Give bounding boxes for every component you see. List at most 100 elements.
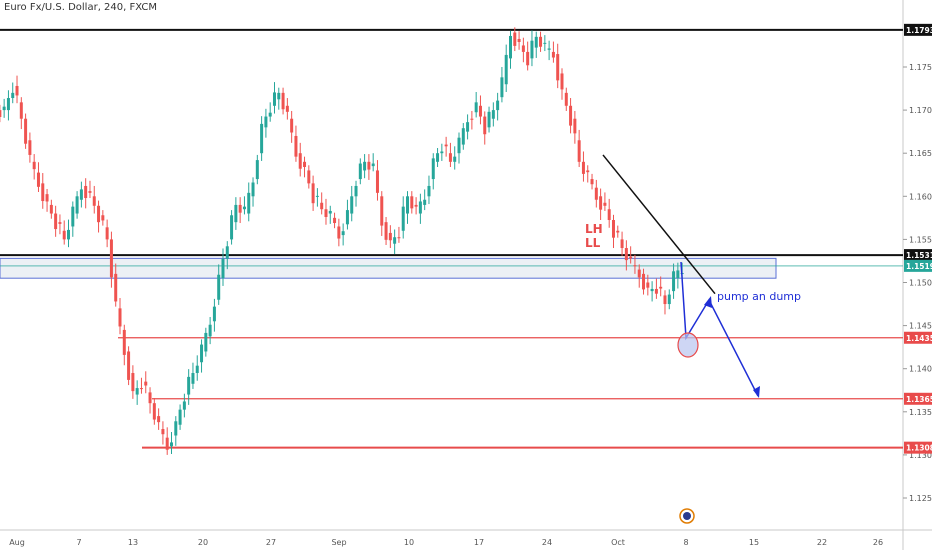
- candle-body: [470, 118, 474, 120]
- candle-body: [281, 92, 285, 110]
- y-tick-label: 1.17500: [909, 63, 932, 72]
- chart-title: Euro Fx/U.S. Dollar, 240, FXCM: [4, 2, 157, 13]
- annotation-ll: LL: [585, 236, 601, 250]
- candle-body: [461, 128, 465, 145]
- event-marker-inner: [683, 512, 691, 520]
- y-tick-label: 1.13000: [909, 451, 932, 460]
- candle-body: [277, 92, 281, 100]
- candle-body: [320, 202, 324, 210]
- candle-body: [401, 206, 405, 231]
- candle-body: [157, 416, 161, 423]
- candle-body: [659, 286, 663, 289]
- candle-body: [581, 161, 585, 174]
- level-price-label: 1.17931: [906, 26, 932, 35]
- candle-body: [367, 161, 371, 170]
- support-resistance-zone: [0, 257, 777, 279]
- candle-body: [105, 227, 109, 240]
- level-price-label: 1.15193: [906, 262, 932, 271]
- x-tick-label: 20: [198, 538, 208, 547]
- candle-body: [161, 429, 165, 435]
- candle-body: [311, 183, 315, 204]
- candle-body: [109, 239, 113, 278]
- candle-body: [200, 344, 204, 363]
- candle-body: [247, 192, 251, 214]
- trendline: [602, 154, 716, 295]
- candle-body: [79, 189, 83, 200]
- candle-body: [388, 232, 392, 241]
- candle-body: [221, 258, 225, 279]
- candle-body: [646, 282, 650, 288]
- x-tick-label: 26: [873, 538, 883, 547]
- candle-body: [577, 140, 581, 162]
- candle-body: [71, 206, 75, 227]
- candle-body: [551, 51, 555, 58]
- candle-body: [504, 54, 508, 85]
- candle-body: [251, 182, 255, 197]
- candle-body: [67, 229, 71, 240]
- x-tick-label: 24: [542, 538, 552, 547]
- y-tick-label: 1.12500: [909, 494, 932, 503]
- candle-body: [453, 156, 457, 162]
- candle-body: [92, 196, 96, 206]
- candle-body: [230, 215, 234, 240]
- candle-body: [590, 179, 594, 185]
- level-price-tag: [904, 259, 932, 272]
- candle-body: [474, 102, 478, 113]
- candle-body: [375, 170, 379, 193]
- x-tick-label: 10: [404, 538, 414, 547]
- candle-body: [650, 288, 654, 292]
- x-tick-label: 27: [266, 538, 276, 547]
- candle-body: [599, 196, 603, 210]
- candle-body: [642, 273, 646, 290]
- candle-body: [307, 170, 311, 184]
- candle-body: [547, 48, 551, 50]
- candle-body: [187, 376, 191, 395]
- candle-body: [272, 92, 276, 106]
- candle-body: [49, 204, 53, 214]
- candle-body: [217, 274, 221, 300]
- candle-body: [88, 191, 92, 193]
- candle-body: [406, 196, 410, 214]
- candle-body: [423, 199, 427, 205]
- candle-body: [534, 36, 538, 48]
- level-price-label: 1.13084: [906, 444, 932, 453]
- candle-body: [586, 170, 590, 173]
- candle-body: [444, 144, 448, 147]
- candle-body: [530, 40, 534, 59]
- candle-body: [122, 329, 126, 355]
- candle-body: [285, 105, 289, 112]
- candle-body: [358, 163, 362, 180]
- candle-body: [637, 269, 641, 278]
- candle-body: [611, 220, 615, 238]
- x-tick-label: 17: [474, 538, 484, 547]
- candle-body: [97, 205, 101, 223]
- candle-body: [354, 185, 358, 197]
- candle-body: [564, 92, 568, 106]
- candle-body: [238, 204, 242, 213]
- candle-body: [131, 373, 135, 392]
- candle-body: [629, 256, 633, 259]
- level-price-label: 1.13651: [906, 395, 932, 404]
- candle-body: [118, 308, 122, 327]
- arrow-head-down: [753, 386, 760, 398]
- candle-body: [663, 295, 667, 305]
- x-tick-label: Sep: [331, 538, 346, 547]
- candle-body: [165, 437, 169, 450]
- candle-body: [174, 421, 178, 436]
- annotation-lh: LH: [585, 222, 603, 236]
- x-tick-label: Oct: [611, 538, 625, 547]
- candle-body: [208, 324, 212, 337]
- candle-body: [58, 222, 62, 224]
- x-tick-label: 8: [683, 538, 688, 547]
- candle-body: [45, 194, 49, 202]
- y-tick-label: 1.15000: [909, 279, 932, 288]
- candle-body: [15, 85, 19, 96]
- candle-body: [152, 403, 156, 420]
- candle-body: [139, 388, 143, 390]
- x-tick-label: 13: [128, 538, 138, 547]
- candle-body: [75, 196, 79, 214]
- candle-body: [500, 77, 504, 98]
- candle-body: [616, 230, 620, 233]
- candle-body: [11, 92, 15, 99]
